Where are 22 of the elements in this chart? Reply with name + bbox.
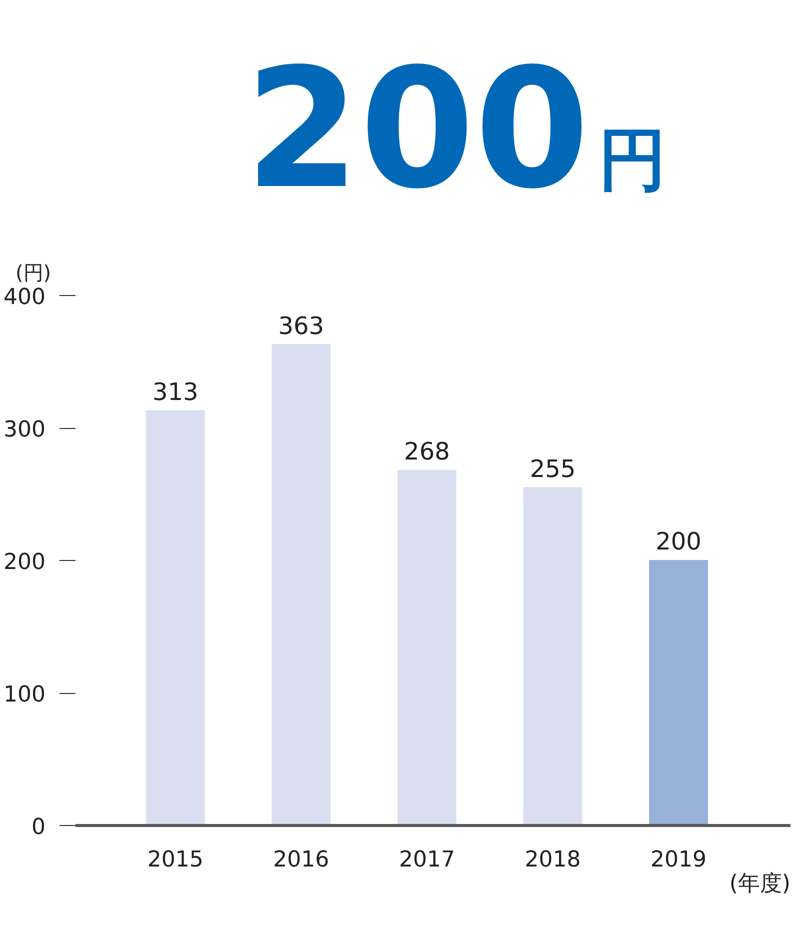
x-tick-label: 2019 bbox=[650, 848, 707, 872]
y-tick-label: 100 bbox=[4, 682, 46, 708]
x-tick-label: 2017 bbox=[398, 848, 455, 872]
data-label: 255 bbox=[530, 454, 576, 483]
y-tick-label: 0 bbox=[32, 815, 46, 840]
bar bbox=[398, 470, 456, 826]
y-axis-title: (円) bbox=[16, 260, 52, 284]
x-tick-label: 2015 bbox=[147, 848, 204, 872]
data-label: 363 bbox=[278, 312, 324, 340]
data-label: 200 bbox=[656, 528, 702, 556]
data-label: 268 bbox=[404, 438, 450, 466]
data-label: 313 bbox=[152, 378, 198, 406]
y-tick-label: 200 bbox=[4, 550, 46, 575]
bar bbox=[272, 344, 331, 826]
x-tick-label: 2018 bbox=[524, 848, 581, 872]
bar bbox=[523, 487, 582, 826]
bar bbox=[649, 560, 708, 826]
x-axis-title: (年度) bbox=[729, 872, 791, 896]
y-tick-label: 400 bbox=[4, 285, 46, 310]
x-tick-label: 2016 bbox=[273, 848, 330, 872]
bar bbox=[146, 410, 205, 826]
y-tick-label: 300 bbox=[4, 418, 46, 442]
